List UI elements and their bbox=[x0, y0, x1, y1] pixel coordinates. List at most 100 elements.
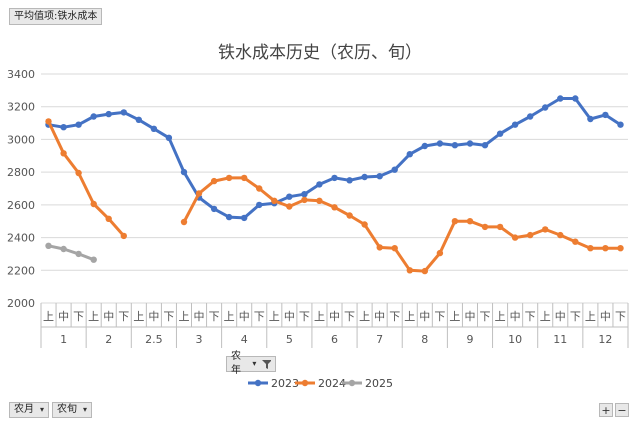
data-point bbox=[617, 245, 624, 252]
data-point bbox=[406, 151, 413, 158]
x-tick-label-period: 上 bbox=[404, 310, 415, 323]
data-point bbox=[75, 250, 82, 258]
x-tick-label-period: 中 bbox=[464, 310, 475, 323]
x-tick-label-period: 下 bbox=[163, 310, 174, 323]
x-tick-label-period: 下 bbox=[480, 310, 491, 323]
month-field-label: 农月 bbox=[14, 404, 34, 415]
data-point bbox=[210, 205, 218, 213]
x-tick-label-period: 中 bbox=[329, 310, 340, 323]
x-tick-label-period: 中 bbox=[374, 310, 385, 323]
year-filter-button[interactable]: 农年 ▾ bbox=[226, 351, 276, 376]
x-tick-label-period: 上 bbox=[495, 310, 506, 323]
data-point bbox=[135, 116, 142, 124]
x-tick-label-month: 4 bbox=[241, 333, 248, 346]
period-field-button[interactable]: 农旬 ▾ bbox=[52, 402, 92, 418]
x-tick-label-period: 上 bbox=[314, 310, 325, 323]
data-point bbox=[511, 234, 519, 241]
month-field-button[interactable]: 农月 ▾ bbox=[9, 402, 49, 418]
data-point bbox=[316, 181, 323, 188]
data-point bbox=[451, 218, 459, 225]
data-point bbox=[451, 142, 459, 149]
data-point bbox=[331, 174, 338, 182]
data-point bbox=[45, 242, 52, 249]
legend-marker bbox=[254, 379, 262, 387]
x-tick-label-month: 5 bbox=[286, 333, 293, 346]
data-point bbox=[105, 110, 112, 118]
data-point bbox=[481, 142, 489, 149]
series-line bbox=[47, 119, 126, 238]
data-point bbox=[45, 118, 52, 125]
data-point bbox=[241, 174, 248, 182]
x-tick-label-month: 2 bbox=[105, 333, 112, 346]
x-tick-label-period: 中 bbox=[510, 310, 521, 323]
year-filter-label: 农年 bbox=[231, 351, 241, 376]
zoom-in-button[interactable]: + bbox=[599, 403, 613, 417]
x-tick-label-month: 1 bbox=[60, 333, 67, 346]
data-point bbox=[587, 245, 594, 252]
x-tick-label-month: 2.5 bbox=[145, 333, 163, 346]
data-point bbox=[286, 193, 293, 200]
data-point bbox=[436, 249, 444, 257]
data-point bbox=[60, 124, 67, 131]
x-tick-label-period: 上 bbox=[449, 310, 460, 323]
data-point bbox=[421, 267, 428, 275]
data-point bbox=[406, 267, 413, 274]
dropdown-arrow-icon: ▾ bbox=[82, 405, 87, 414]
x-tick-label-period: 下 bbox=[299, 310, 310, 323]
x-tick-label-month: 9 bbox=[466, 333, 473, 346]
data-point bbox=[361, 221, 368, 228]
x-tick-label-period: 下 bbox=[389, 310, 400, 323]
data-point bbox=[421, 142, 428, 150]
legend-label: 2025 bbox=[365, 377, 393, 390]
data-point bbox=[346, 177, 353, 184]
data-point bbox=[466, 140, 474, 147]
data-point bbox=[481, 223, 489, 231]
data-point bbox=[120, 109, 128, 116]
legend-label: 2024 bbox=[318, 377, 346, 390]
data-point bbox=[75, 121, 82, 128]
x-tick-label-period: 中 bbox=[194, 310, 205, 323]
data-point bbox=[391, 166, 398, 173]
data-point bbox=[75, 169, 82, 177]
x-tick-label-period: 下 bbox=[118, 310, 129, 323]
data-point bbox=[557, 231, 564, 239]
legend-label: 2023 bbox=[271, 377, 299, 390]
x-tick-label-month: 12 bbox=[598, 333, 612, 346]
x-tick-label-period: 中 bbox=[600, 310, 611, 323]
data-point bbox=[542, 104, 549, 111]
x-tick-label-period: 上 bbox=[540, 310, 551, 323]
x-tick-label-month: 6 bbox=[331, 333, 338, 346]
series-line bbox=[47, 244, 96, 262]
value-field-button[interactable]: 平均值项:铁水成本 bbox=[9, 8, 103, 25]
data-point bbox=[225, 174, 233, 182]
x-tick-label-period: 中 bbox=[58, 310, 69, 323]
filter-icon bbox=[262, 360, 271, 369]
data-point bbox=[496, 130, 504, 137]
data-point bbox=[527, 113, 534, 120]
data-point bbox=[301, 191, 308, 198]
legend-marker bbox=[301, 379, 309, 387]
zoom-out-button[interactable]: − bbox=[615, 403, 629, 417]
x-tick-label-period: 上 bbox=[88, 310, 99, 323]
x-tick-label-period: 下 bbox=[73, 310, 84, 323]
legend-entry-2025: 2025 bbox=[342, 377, 393, 390]
x-tick-label-month: 7 bbox=[376, 333, 383, 346]
x-tick-label-period: 上 bbox=[43, 310, 54, 323]
data-point bbox=[271, 197, 278, 204]
x-tick-label-period: 中 bbox=[419, 310, 430, 323]
data-point bbox=[60, 150, 67, 157]
x-tick-label-period: 下 bbox=[525, 310, 536, 323]
data-point bbox=[301, 196, 308, 204]
x-tick-label-period: 中 bbox=[284, 310, 295, 323]
data-point bbox=[496, 223, 504, 231]
data-point bbox=[150, 125, 158, 132]
data-point bbox=[286, 203, 293, 210]
y-tick-label: 3200 bbox=[7, 101, 35, 114]
x-axis: 上中下上中下上中下上中下上中下上中下上中下上中下上中下上中下上中下上中下上中下1… bbox=[40, 303, 629, 348]
series-line bbox=[47, 97, 622, 220]
data-point bbox=[60, 245, 67, 253]
x-tick-label-period: 下 bbox=[615, 310, 626, 323]
x-tick-label-month: 11 bbox=[553, 333, 567, 346]
x-tick-label-period: 上 bbox=[585, 310, 596, 323]
